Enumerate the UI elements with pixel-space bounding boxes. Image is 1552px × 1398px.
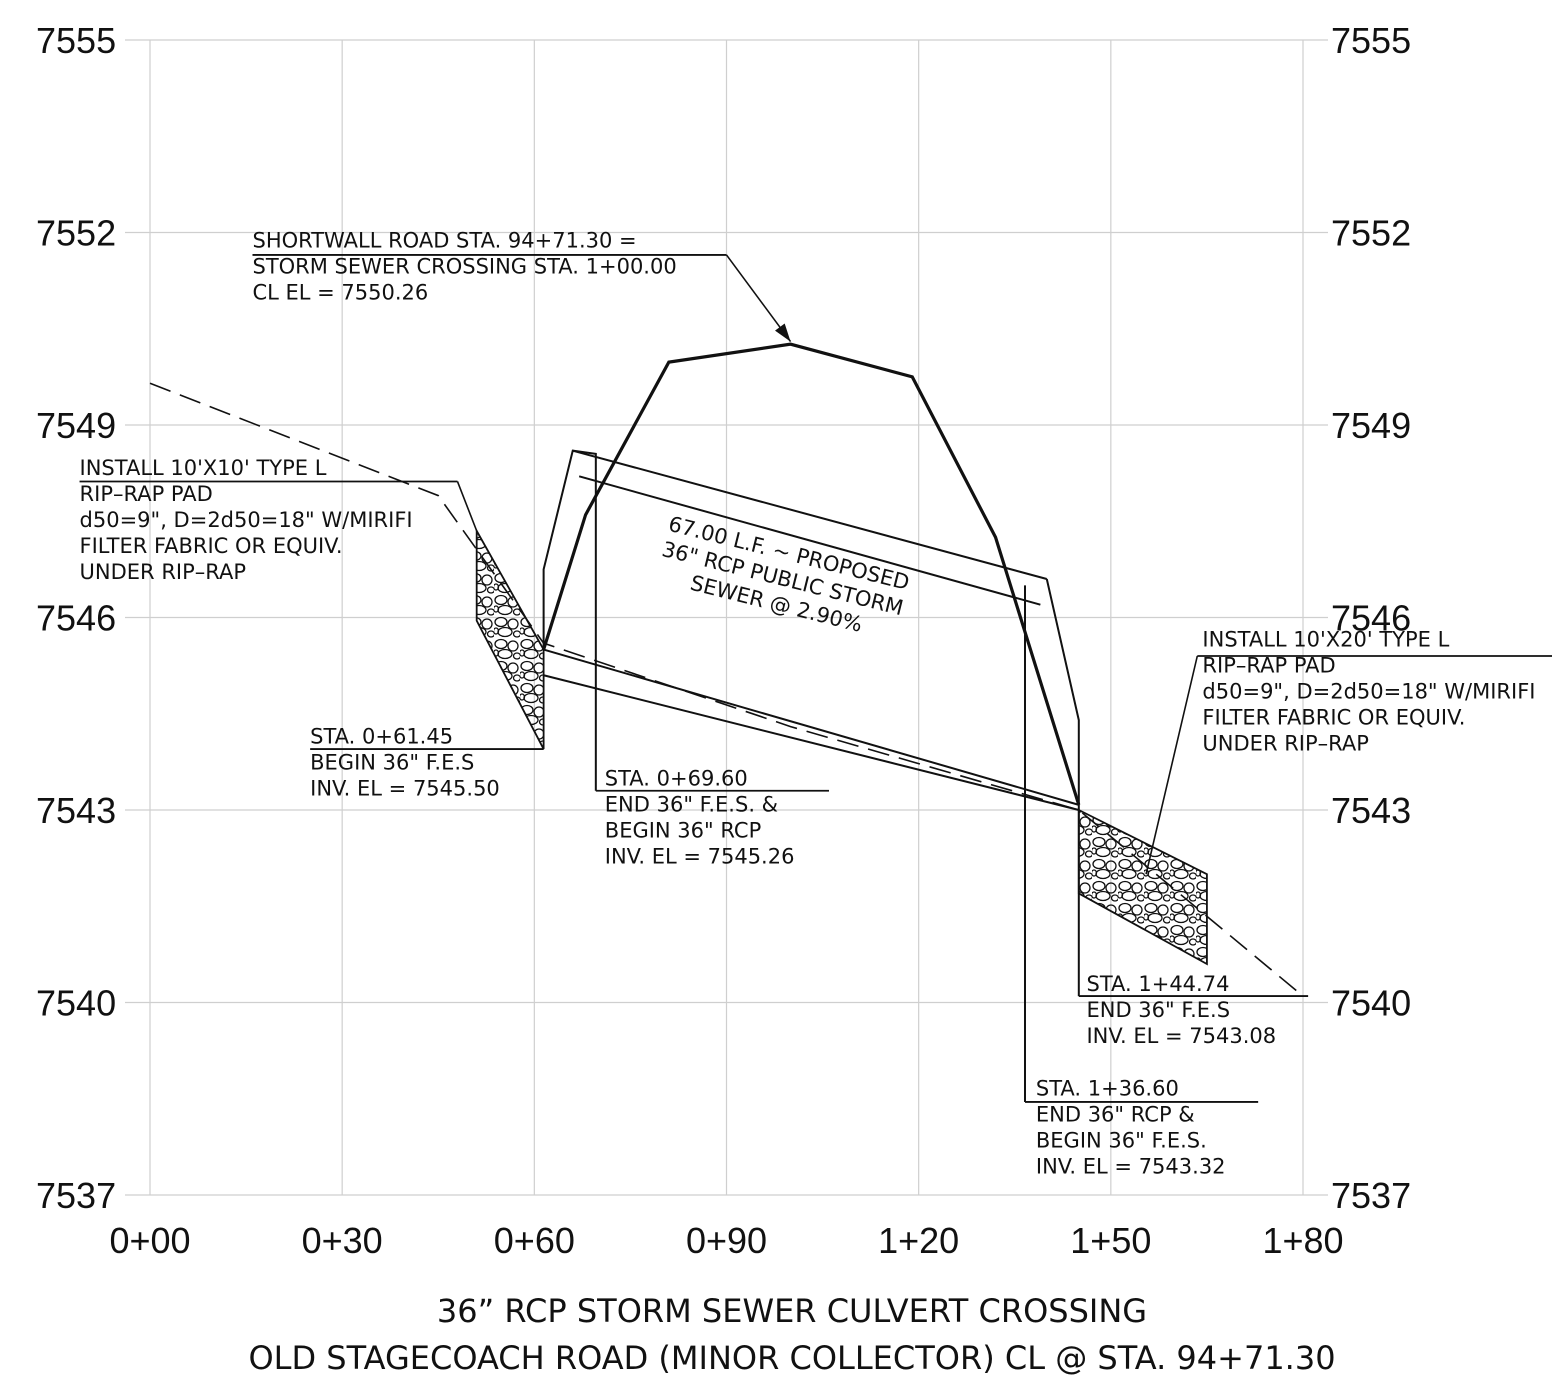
- x-tick-label: 1+80: [1262, 1220, 1343, 1261]
- annotation-text-line: CL EL = 7550.26: [252, 280, 428, 304]
- x-tick-label: 1+20: [878, 1220, 959, 1261]
- annotation-text-line: INV. EL = 7545.50: [310, 776, 500, 800]
- annotation-text-line: STA. 1+44.74: [1086, 972, 1229, 996]
- fes-outline: [1045, 578, 1080, 997]
- annotation-text-line: INV. EL = 7543.08: [1086, 1024, 1276, 1048]
- annotation-text-line: END 36" RCP &: [1036, 1103, 1195, 1127]
- y-tick-left: 7546: [36, 598, 116, 639]
- pipe-invert-line: [543, 648, 1080, 806]
- x-tick-label: 0+30: [302, 1220, 383, 1261]
- annotation-text-line: BEGIN 36" RCP: [605, 819, 761, 843]
- annotation-text-line: STA. 1+36.60: [1036, 1077, 1179, 1101]
- road-surface-line: [542, 342, 1081, 806]
- grid: [125, 39, 1328, 1196]
- annotation-text-line: STORM SEWER CROSSING STA. 1+00.00: [252, 254, 676, 278]
- y-tick-right: 7546: [1331, 598, 1411, 639]
- annotation-text-line: SHORTWALL ROAD STA. 94+71.30 =: [252, 228, 636, 252]
- y-tick-left: 7552: [36, 213, 116, 254]
- fes-outline: [542, 449, 597, 791]
- y-tick-right: 7540: [1331, 983, 1411, 1024]
- y-tick-left: 7549: [36, 405, 116, 446]
- annotation-text-line: RIP–RAP PAD: [80, 482, 213, 506]
- y-tick-left: 7537: [36, 1175, 116, 1216]
- annotation-text-line: d50=9", D=2d50=18" W/MIRIFI: [80, 508, 413, 532]
- y-tick-right: 7552: [1331, 213, 1411, 254]
- x-tick-label: 0+90: [686, 1220, 767, 1261]
- y-tick-right: 7549: [1331, 405, 1411, 446]
- drawing-title-line-0: 36” RCP STORM SEWER CULVERT CROSSING: [437, 1292, 1147, 1330]
- axis-labels: 7537 7537 7540 7540 7543 7543 7546 7546 7549 7549…: [36, 20, 1411, 1261]
- drawing-title: 36” RCP STORM SEWER CULVERT CROSSING OLD …: [248, 1292, 1335, 1377]
- profile-lines: [149, 342, 1304, 1102]
- annotation-text-line: STA. 0+61.45: [310, 724, 453, 748]
- y-tick-left: 7555: [36, 20, 116, 61]
- annotation-text-line: INSTALL 10'X20' TYPE L: [1202, 627, 1449, 651]
- annotation-text-line: BEGIN 36" F.E.S: [310, 750, 474, 774]
- annotation-shortwall: SHORTWALL ROAD STA. 94+71.30 =STORM SEWE…: [252, 228, 792, 343]
- y-tick-left: 7543: [36, 790, 116, 831]
- annotation-text-line: FILTER FABRIC OR EQUIV.: [1202, 705, 1465, 729]
- leader-arrowhead: [775, 323, 791, 342]
- annotation-text-line: UNDER RIP–RAP: [1202, 731, 1369, 755]
- annotation-text-line: END 36" F.E.S: [1086, 998, 1230, 1022]
- annotation-text-line: BEGIN 36" F.E.S.: [1036, 1129, 1207, 1153]
- annotation-text-line: INV. EL = 7545.26: [605, 845, 795, 869]
- y-tick-left: 7540: [36, 983, 116, 1024]
- riprap-pad-1: [1077, 808, 1208, 966]
- annotation-text-line: INV. EL = 7543.32: [1036, 1155, 1226, 1179]
- annotations: SHORTWALL ROAD STA. 94+71.30 =STORM SEWE…: [79, 228, 1552, 1179]
- annotation-text-line: RIP–RAP PAD: [1202, 653, 1335, 677]
- annotation-text-line: FILTER FABRIC OR EQUIV.: [80, 534, 343, 558]
- y-tick-right: 7555: [1331, 20, 1411, 61]
- y-tick-right: 7543: [1331, 790, 1411, 831]
- pipe-invert-line: [543, 674, 1080, 811]
- annotation-leader: [1145, 655, 1199, 875]
- annotation-leader: [456, 481, 478, 532]
- annotation-text-line: STA. 0+69.60: [605, 767, 748, 791]
- x-tick-label: 1+50: [1070, 1220, 1151, 1261]
- annotation-text-line: END 36" F.E.S. &: [605, 793, 778, 817]
- x-tick-label: 0+60: [494, 1220, 575, 1261]
- annotation-text-line: UNDER RIP–RAP: [80, 560, 247, 584]
- pipe-crown-line: [572, 449, 1048, 580]
- annotation-text-line: INSTALL 10'X10' TYPE L: [80, 456, 327, 480]
- x-tick-label: 0+00: [109, 1220, 190, 1261]
- annotation-text-line: d50=9", D=2d50=18" W/MIRIFI: [1202, 679, 1535, 703]
- drawing-title-line-1: OLD STAGECOACH ROAD (MINOR COLLECTOR) CL…: [248, 1339, 1335, 1377]
- y-tick-right: 7537: [1331, 1175, 1411, 1216]
- pipe-crown-line: [578, 475, 1041, 606]
